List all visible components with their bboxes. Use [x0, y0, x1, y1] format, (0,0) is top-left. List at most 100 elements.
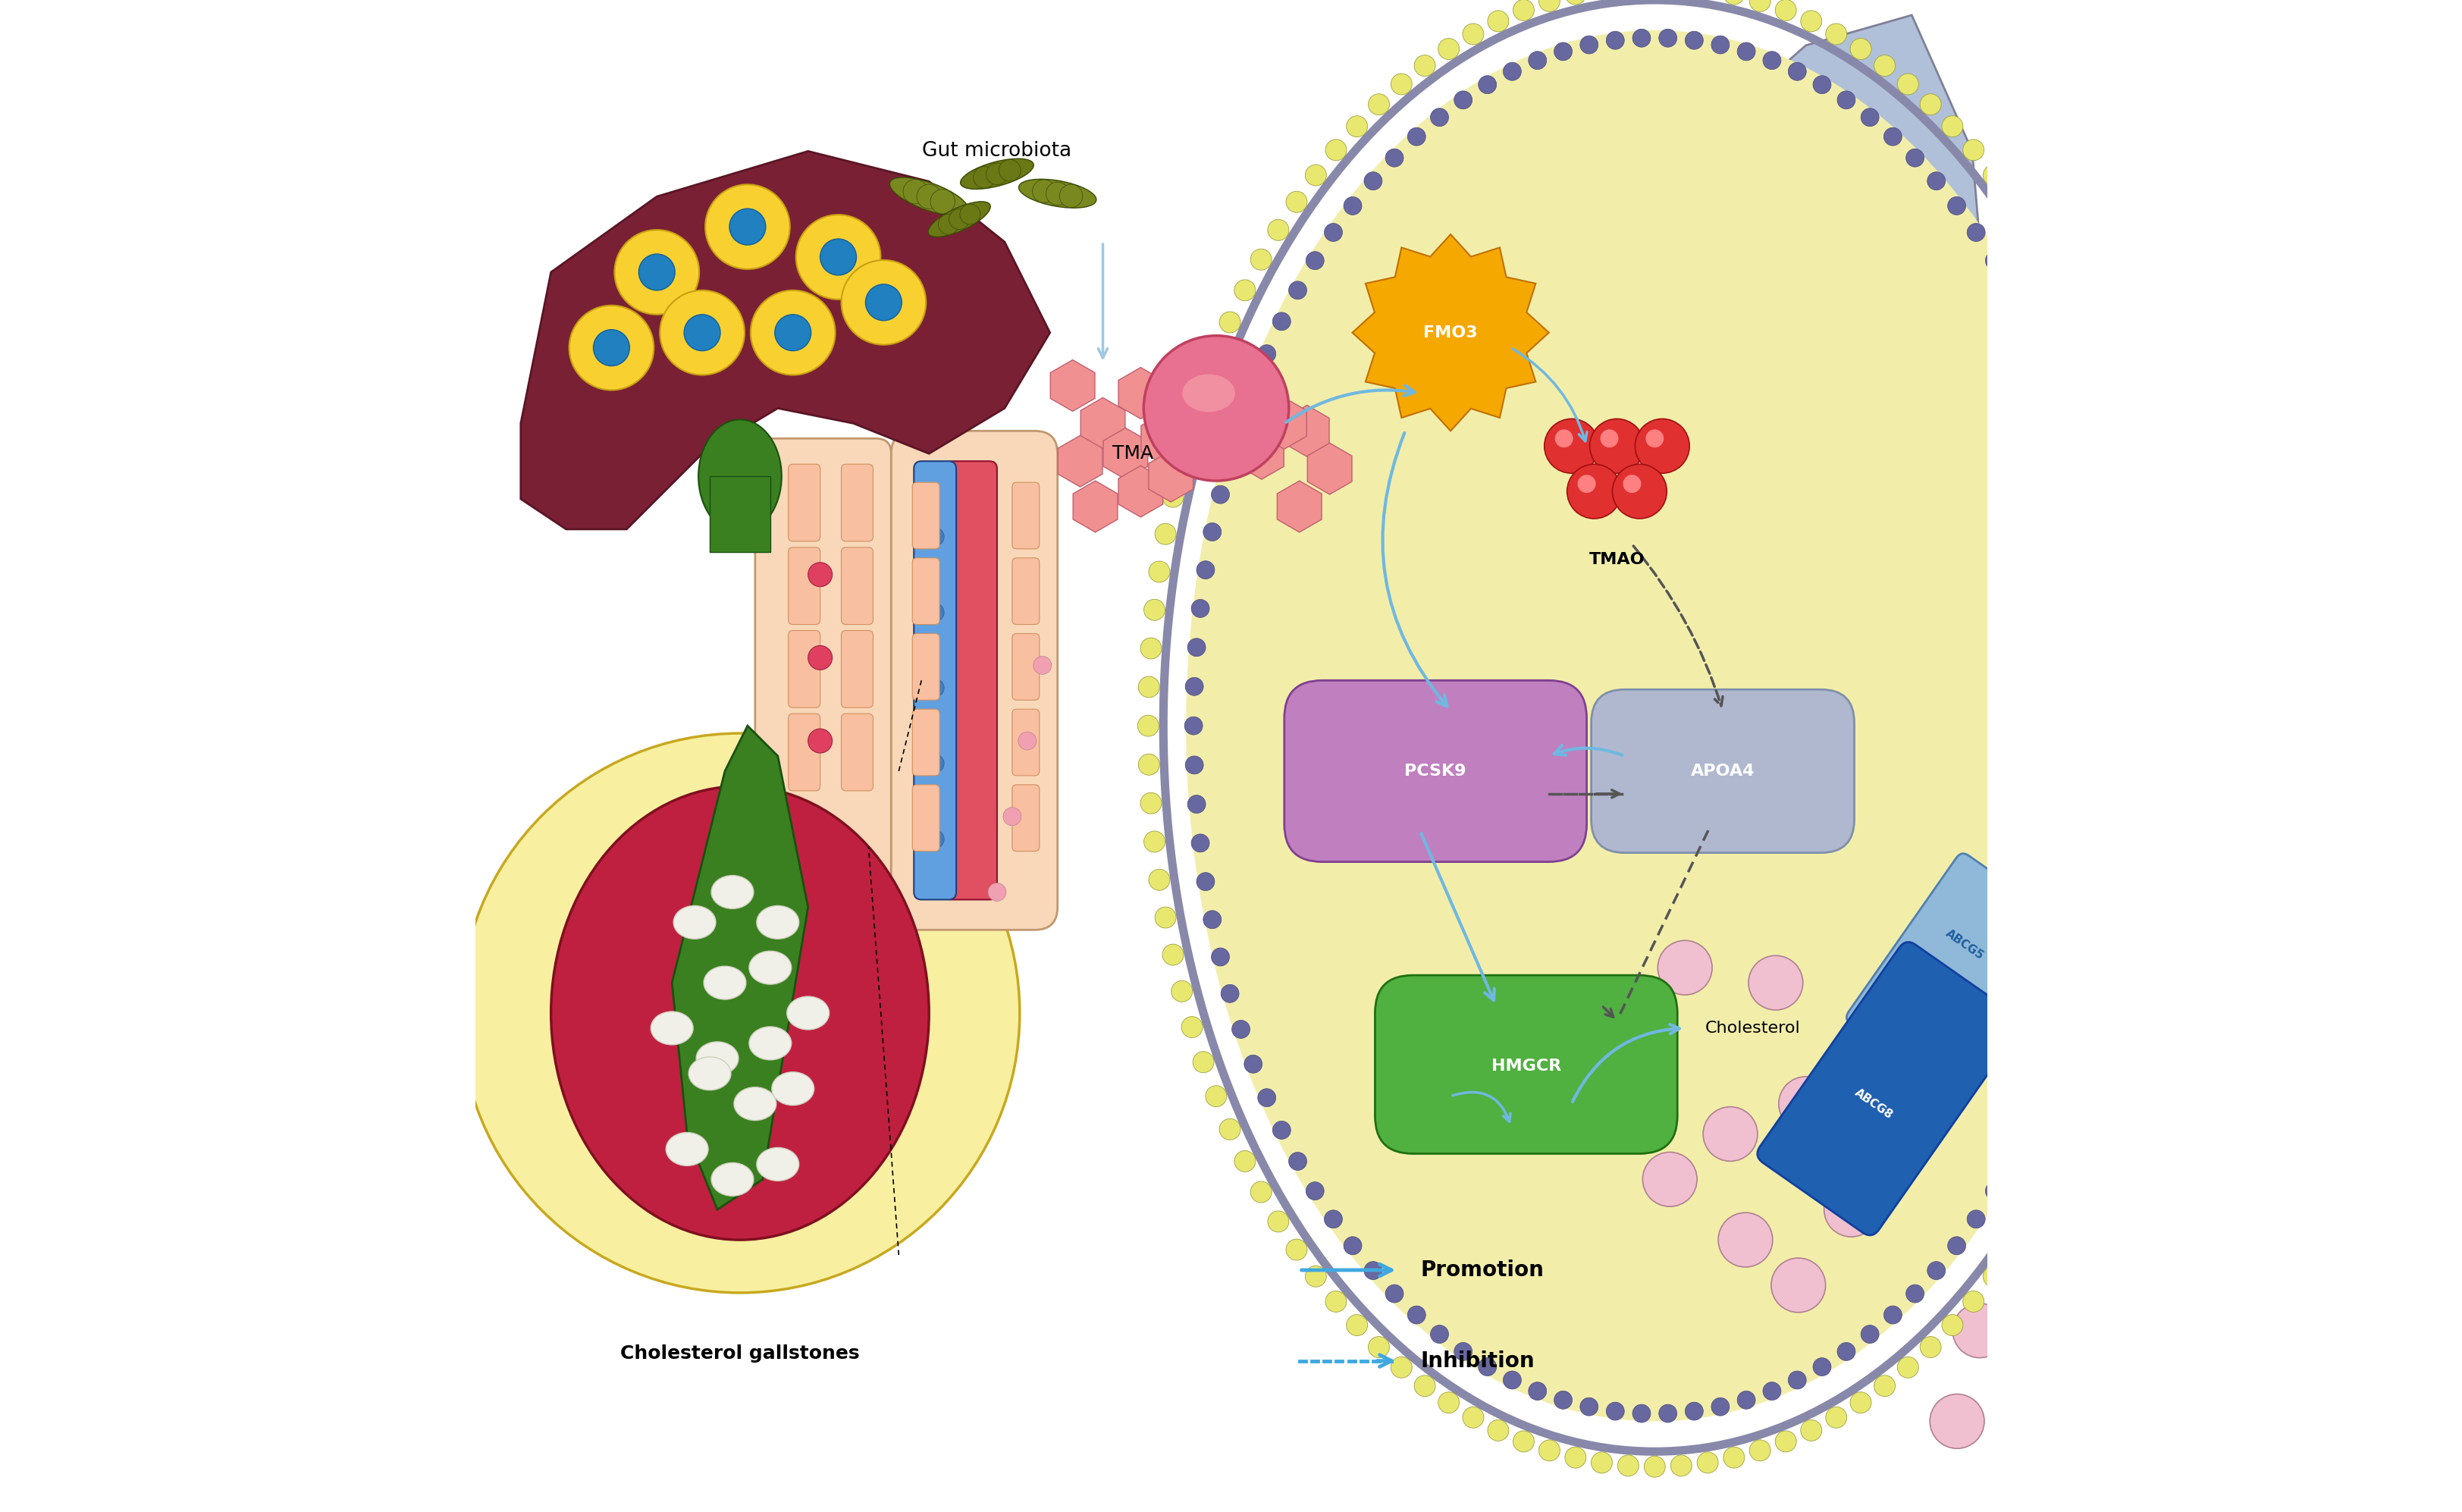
Circle shape	[2144, 599, 2164, 620]
Circle shape	[2053, 1151, 2075, 1172]
Circle shape	[2080, 948, 2098, 966]
Circle shape	[2071, 449, 2088, 467]
Circle shape	[2095, 561, 2112, 579]
Circle shape	[1529, 51, 1546, 70]
Circle shape	[1800, 1420, 1822, 1441]
Polygon shape	[1059, 435, 1103, 487]
Circle shape	[1172, 449, 1192, 470]
FancyBboxPatch shape	[788, 631, 820, 708]
Circle shape	[1588, 419, 1645, 473]
Circle shape	[1563, 1447, 1586, 1468]
Ellipse shape	[704, 966, 746, 999]
Circle shape	[1430, 1325, 1448, 1343]
Ellipse shape	[748, 1027, 790, 1060]
Polygon shape	[1578, 15, 1987, 756]
Circle shape	[2144, 832, 2164, 853]
FancyBboxPatch shape	[1012, 558, 1039, 624]
Text: ABCG8: ABCG8	[1851, 1087, 1896, 1120]
Ellipse shape	[712, 1163, 753, 1196]
FancyBboxPatch shape	[842, 631, 874, 708]
FancyBboxPatch shape	[911, 785, 940, 851]
Circle shape	[1155, 907, 1177, 928]
Ellipse shape	[1182, 375, 1236, 413]
Circle shape	[1947, 1237, 1965, 1255]
Circle shape	[1967, 1210, 1984, 1228]
Circle shape	[1162, 943, 1184, 965]
Circle shape	[1502, 62, 1522, 80]
Circle shape	[2105, 756, 2125, 774]
Ellipse shape	[689, 1057, 731, 1090]
FancyBboxPatch shape	[842, 464, 874, 541]
Circle shape	[1529, 1382, 1546, 1400]
Circle shape	[1896, 74, 1918, 95]
Circle shape	[2071, 984, 2088, 1002]
Circle shape	[1578, 475, 1595, 493]
Circle shape	[1967, 224, 1984, 242]
Circle shape	[1142, 832, 1165, 853]
Circle shape	[926, 830, 943, 848]
Circle shape	[2100, 835, 2117, 853]
Circle shape	[2080, 485, 2098, 503]
Circle shape	[1243, 378, 1263, 396]
Circle shape	[2058, 1021, 2078, 1039]
Circle shape	[776, 314, 810, 351]
Circle shape	[2125, 943, 2147, 965]
Circle shape	[1386, 1285, 1403, 1303]
Text: PCSK9: PCSK9	[1403, 764, 1465, 779]
Circle shape	[1770, 1258, 1824, 1312]
Circle shape	[1413, 1376, 1435, 1397]
Polygon shape	[1285, 405, 1329, 457]
Circle shape	[2149, 676, 2171, 697]
Circle shape	[2034, 1089, 2051, 1107]
Circle shape	[842, 260, 926, 345]
FancyBboxPatch shape	[788, 714, 820, 791]
Circle shape	[1184, 717, 1201, 735]
Circle shape	[1017, 732, 1037, 750]
Polygon shape	[1118, 367, 1162, 419]
Circle shape	[1273, 313, 1290, 331]
Circle shape	[960, 204, 980, 224]
Circle shape	[1984, 1182, 2004, 1201]
Ellipse shape	[889, 177, 968, 216]
Circle shape	[1605, 1402, 1625, 1420]
Circle shape	[1645, 1456, 1664, 1477]
FancyBboxPatch shape	[943, 461, 997, 900]
Circle shape	[1243, 1055, 1263, 1074]
Polygon shape	[1081, 398, 1125, 449]
Circle shape	[2105, 414, 2127, 435]
Circle shape	[1325, 1291, 1347, 1312]
Circle shape	[729, 209, 766, 245]
Circle shape	[1487, 11, 1509, 32]
Circle shape	[2036, 1181, 2058, 1202]
Circle shape	[1325, 139, 1347, 160]
Circle shape	[1883, 1306, 1901, 1325]
Ellipse shape	[756, 906, 798, 939]
Circle shape	[1787, 1371, 1805, 1390]
Circle shape	[1344, 197, 1361, 215]
Circle shape	[1748, 956, 1802, 1010]
Circle shape	[1613, 464, 1667, 519]
FancyBboxPatch shape	[1283, 680, 1586, 862]
Circle shape	[569, 305, 652, 390]
Circle shape	[1748, 0, 1770, 12]
FancyBboxPatch shape	[842, 714, 874, 791]
Circle shape	[1408, 127, 1425, 145]
Circle shape	[1184, 677, 1204, 696]
Circle shape	[1204, 345, 1226, 366]
Circle shape	[2053, 280, 2075, 301]
Circle shape	[1369, 94, 1389, 115]
Ellipse shape	[697, 1042, 739, 1075]
FancyBboxPatch shape	[911, 709, 940, 776]
FancyBboxPatch shape	[1012, 634, 1039, 700]
Circle shape	[1369, 1337, 1389, 1358]
Circle shape	[2139, 869, 2159, 891]
Circle shape	[1554, 429, 1573, 448]
Circle shape	[593, 330, 630, 366]
Circle shape	[2019, 313, 2036, 331]
Circle shape	[1477, 1358, 1497, 1376]
Circle shape	[1305, 1182, 1325, 1201]
Circle shape	[2068, 1119, 2090, 1140]
Circle shape	[2105, 1016, 2127, 1037]
Circle shape	[1581, 1397, 1598, 1415]
Polygon shape	[1238, 428, 1283, 479]
